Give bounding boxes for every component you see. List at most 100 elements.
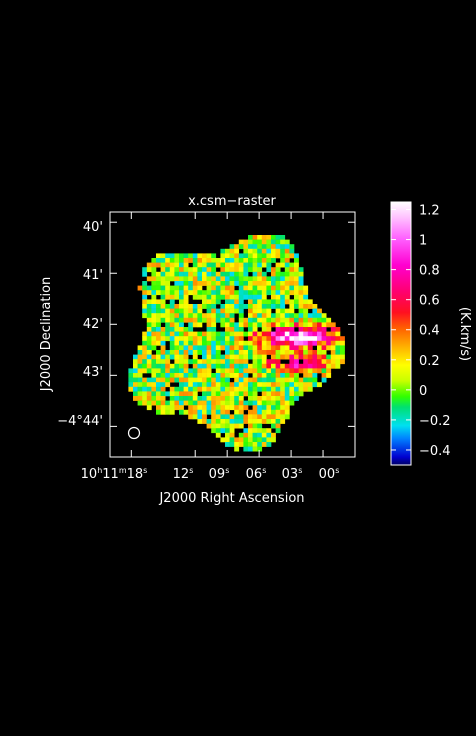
map-pixel xyxy=(183,294,189,300)
map-pixel xyxy=(243,317,249,323)
map-pixel xyxy=(294,281,299,286)
map-pixel xyxy=(271,258,276,263)
map-pixel xyxy=(271,340,276,346)
map-pixel xyxy=(206,423,212,429)
map-pixel xyxy=(225,258,230,263)
map-pixel xyxy=(257,294,263,300)
map-pixel xyxy=(335,331,341,337)
map-pixel xyxy=(284,327,290,332)
map-pixel xyxy=(238,290,244,296)
map-pixel xyxy=(284,317,290,323)
map-pixel xyxy=(197,281,203,286)
map-pixel xyxy=(215,354,221,360)
map-pixel xyxy=(188,359,194,365)
map-pixel xyxy=(174,327,180,332)
map-pixel xyxy=(257,276,263,282)
map-pixel xyxy=(156,405,161,411)
map-pixel xyxy=(280,345,286,351)
map-pixel xyxy=(266,363,272,369)
map-pixel xyxy=(257,248,263,254)
map-pixel xyxy=(156,386,161,392)
map-pixel xyxy=(317,317,322,323)
map-pixel xyxy=(335,327,341,332)
map-pixel xyxy=(211,391,217,397)
map-pixel xyxy=(142,350,148,355)
map-pixel xyxy=(229,285,235,291)
map-pixel xyxy=(248,391,253,397)
map-pixel xyxy=(215,290,221,296)
map-pixel xyxy=(183,382,189,388)
map-pixel xyxy=(284,276,290,282)
map-pixel xyxy=(289,400,295,406)
plot-frame xyxy=(109,211,356,458)
map-pixel xyxy=(206,304,212,309)
map-pixel xyxy=(188,414,194,420)
map-pixel xyxy=(238,368,244,374)
map-pixel xyxy=(197,409,203,415)
map-pixel xyxy=(248,331,253,337)
colorbar-ticks: 1.2 1 0.8 0.6 0.4 0.2 0 −0.2 −0.4 xyxy=(391,204,451,459)
map-pixel xyxy=(215,331,221,337)
map-pixel xyxy=(298,386,304,392)
map-pixel xyxy=(225,285,230,291)
map-pixel xyxy=(146,359,152,365)
map-pixel xyxy=(307,299,313,305)
map-pixel xyxy=(266,317,272,323)
map-pixel xyxy=(197,382,203,388)
map-pixel xyxy=(284,400,290,406)
map-pixel xyxy=(179,382,184,388)
map-pixel xyxy=(160,382,166,388)
map-pixel xyxy=(238,308,244,314)
map-pixel xyxy=(220,322,226,328)
map-pixel xyxy=(202,336,207,342)
map-pixel xyxy=(165,391,171,397)
map-pixel xyxy=(192,363,198,369)
map-pixel xyxy=(197,359,203,365)
map-pixel xyxy=(266,308,272,314)
map-pixel xyxy=(202,409,207,415)
map-pixel xyxy=(257,423,263,429)
map-pixel xyxy=(188,396,194,401)
map-pixel xyxy=(326,322,332,328)
map-pixel xyxy=(137,373,143,378)
map-pixel xyxy=(156,262,161,268)
map-pixel xyxy=(165,308,171,314)
map-pixel xyxy=(294,317,299,323)
map-pixel xyxy=(252,253,258,259)
map-pixel xyxy=(289,373,295,378)
map-pixel xyxy=(275,267,281,273)
map-pixel xyxy=(238,345,244,351)
map-pixel xyxy=(128,382,134,388)
map-pixel xyxy=(280,313,286,319)
map-pixel xyxy=(257,363,263,369)
map-pixel xyxy=(169,405,175,411)
map-pixel xyxy=(142,294,148,300)
map-pixel xyxy=(160,327,166,332)
map-pixel xyxy=(280,290,286,296)
map-pixel xyxy=(215,432,221,438)
map-pixel xyxy=(248,235,253,240)
map-pixel xyxy=(142,386,148,392)
map-pixel xyxy=(280,258,286,263)
map-pixel xyxy=(234,396,240,401)
map-pixel xyxy=(192,281,198,286)
map-pixel xyxy=(335,336,341,342)
map-pixel xyxy=(202,253,207,259)
map-pixel xyxy=(261,276,267,282)
map-pixel xyxy=(142,285,148,291)
map-pixel xyxy=(294,267,299,273)
map-pixel xyxy=(220,281,226,286)
map-pixel xyxy=(197,368,203,374)
map-pixel xyxy=(202,350,207,355)
map-pixel xyxy=(312,350,318,355)
map-pixel xyxy=(252,258,258,263)
map-pixel xyxy=(280,336,286,342)
map-pixel xyxy=(298,290,304,296)
map-pixel xyxy=(280,405,286,411)
map-pixel xyxy=(248,345,253,351)
map-pixel xyxy=(179,368,184,374)
map-pixel xyxy=(197,345,203,351)
map-pixel xyxy=(197,262,203,268)
map-pixel xyxy=(183,327,189,332)
map-pixel xyxy=(174,350,180,355)
